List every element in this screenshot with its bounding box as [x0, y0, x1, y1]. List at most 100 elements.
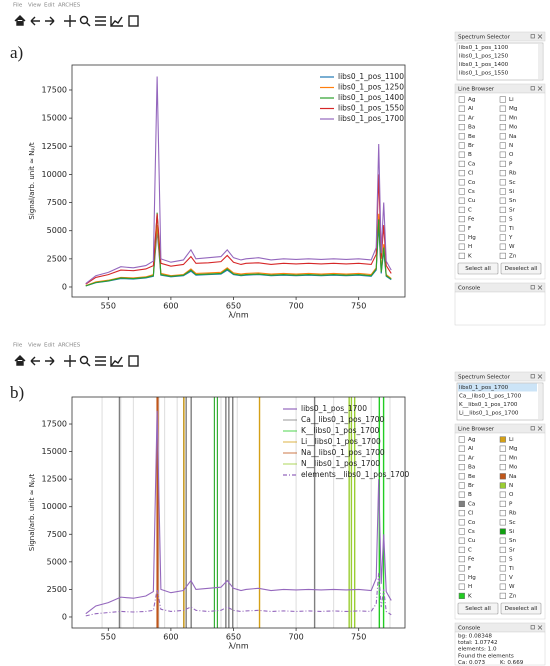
close-icon[interactable]	[537, 426, 543, 431]
checkbox[interactable]	[458, 482, 465, 489]
spectrum-item[interactable]: Ca__libs0_1_pos_1700	[459, 394, 522, 400]
pan-button[interactable]	[64, 355, 76, 367]
menu-item[interactable]: Edit	[44, 343, 55, 349]
element-label[interactable]: Fe	[468, 557, 475, 563]
element-label[interactable]: O	[509, 492, 514, 498]
element-label[interactable]: Ba	[468, 465, 475, 471]
checkbox[interactable]	[458, 454, 465, 461]
float-icon[interactable]	[530, 34, 535, 39]
element-label[interactable]: Y	[508, 235, 513, 241]
element-label[interactable]: V	[509, 575, 513, 581]
button[interactable]	[457, 262, 499, 275]
spectrum-item[interactable]: Li__libs0_1_pos_1700	[459, 411, 519, 417]
checkbox[interactable]	[499, 142, 506, 149]
checkbox[interactable]	[499, 592, 506, 599]
close-icon[interactable]	[537, 625, 543, 630]
spectrum-item[interactable]: K__libs0_1_pos_1700	[459, 402, 518, 408]
element-label[interactable]: Br	[468, 143, 475, 149]
checkbox[interactable]	[458, 216, 465, 223]
checkbox[interactable]	[458, 243, 465, 250]
float-icon[interactable]	[530, 374, 535, 379]
checkbox[interactable]	[499, 473, 506, 480]
checkbox[interactable]	[458, 592, 465, 599]
checkbox[interactable]	[458, 105, 465, 112]
checkbox[interactable]	[499, 96, 506, 103]
checkbox[interactable]	[458, 500, 465, 507]
element-label[interactable]: Rb	[509, 511, 517, 517]
checkbox[interactable]	[499, 216, 506, 223]
element-label[interactable]: Ar	[468, 115, 475, 121]
zoom-button[interactable]	[79, 15, 89, 25]
checkbox[interactable]	[458, 556, 465, 563]
element-label[interactable]: Ba	[468, 125, 475, 131]
checkbox[interactable]	[499, 556, 506, 563]
checkbox[interactable]	[458, 583, 465, 590]
spectrum-item[interactable]: libs0_1_pos_1100	[459, 45, 509, 51]
checkbox[interactable]	[499, 464, 506, 471]
checkbox[interactable]	[499, 491, 506, 498]
element-label[interactable]: H	[468, 244, 472, 250]
pan-button[interactable]	[64, 15, 76, 27]
element-label[interactable]: Cl	[468, 511, 474, 517]
element-label[interactable]: Sc	[509, 520, 516, 526]
checkbox[interactable]	[499, 546, 506, 553]
checkbox[interactable]	[458, 170, 465, 177]
element-label[interactable]: Cs	[468, 189, 475, 195]
element-label[interactable]: Hg	[468, 575, 476, 581]
checkbox[interactable]	[499, 574, 506, 581]
checkbox[interactable]	[499, 445, 506, 452]
checkbox[interactable]	[458, 179, 465, 186]
element-label[interactable]: Co	[468, 520, 476, 526]
button-label[interactable]: Deselect all	[505, 606, 538, 612]
edit-axis-button[interactable]	[110, 356, 123, 367]
element-label[interactable]: Li	[509, 437, 514, 443]
checkbox[interactable]	[458, 252, 465, 259]
checkbox[interactable]	[458, 546, 465, 553]
checkbox[interactable]	[499, 188, 506, 195]
back-button[interactable]	[30, 356, 40, 366]
element-label[interactable]: N	[509, 483, 513, 489]
checkbox[interactable]	[499, 114, 506, 121]
element-label[interactable]: C	[468, 207, 472, 213]
back-button[interactable]	[30, 16, 40, 26]
float-icon[interactable]	[530, 426, 535, 431]
element-label[interactable]: Sr	[509, 547, 516, 553]
element-label[interactable]: B	[468, 492, 472, 498]
button[interactable]	[457, 602, 499, 615]
forward-button[interactable]	[45, 356, 55, 366]
checkbox[interactable]	[458, 519, 465, 526]
menu-item[interactable]: ARCHES	[58, 343, 81, 349]
element-label[interactable]: Mo	[509, 125, 518, 131]
checkbox[interactable]	[458, 565, 465, 572]
element-label[interactable]: W	[509, 584, 515, 590]
checkbox[interactable]	[458, 464, 465, 471]
checkbox[interactable]	[458, 528, 465, 535]
checkbox[interactable]	[458, 574, 465, 581]
checkbox[interactable]	[458, 133, 465, 140]
element-label[interactable]: B	[468, 152, 472, 158]
button-label[interactable]: Deselect all	[505, 266, 538, 272]
element-label[interactable]: Al	[468, 106, 474, 112]
button[interactable]	[500, 602, 542, 615]
element-label[interactable]: S	[509, 557, 513, 563]
menu-item[interactable]: ARCHES	[58, 3, 81, 9]
element-label[interactable]: Cu	[468, 198, 476, 204]
menu-item[interactable]: File	[13, 343, 23, 349]
element-label[interactable]: N	[509, 143, 513, 149]
element-label[interactable]: Si	[509, 529, 515, 535]
configure-button[interactable]	[95, 16, 106, 26]
element-label[interactable]: S	[509, 217, 513, 223]
element-label[interactable]: Be	[468, 474, 476, 480]
checkbox[interactable]	[499, 234, 506, 241]
checkbox[interactable]	[499, 583, 506, 590]
checkbox[interactable]	[458, 114, 465, 121]
element-label[interactable]: O	[509, 152, 514, 158]
checkbox[interactable]	[499, 160, 506, 167]
element-label[interactable]: Si	[509, 189, 515, 195]
spectrum-item[interactable]: libs0_1_pos_1550	[459, 71, 509, 77]
element-label[interactable]: C	[468, 547, 472, 553]
checkbox[interactable]	[499, 519, 506, 526]
element-label[interactable]: Ar	[468, 455, 475, 461]
element-label[interactable]: Ca	[468, 161, 475, 167]
menu-item[interactable]: File	[13, 3, 23, 9]
